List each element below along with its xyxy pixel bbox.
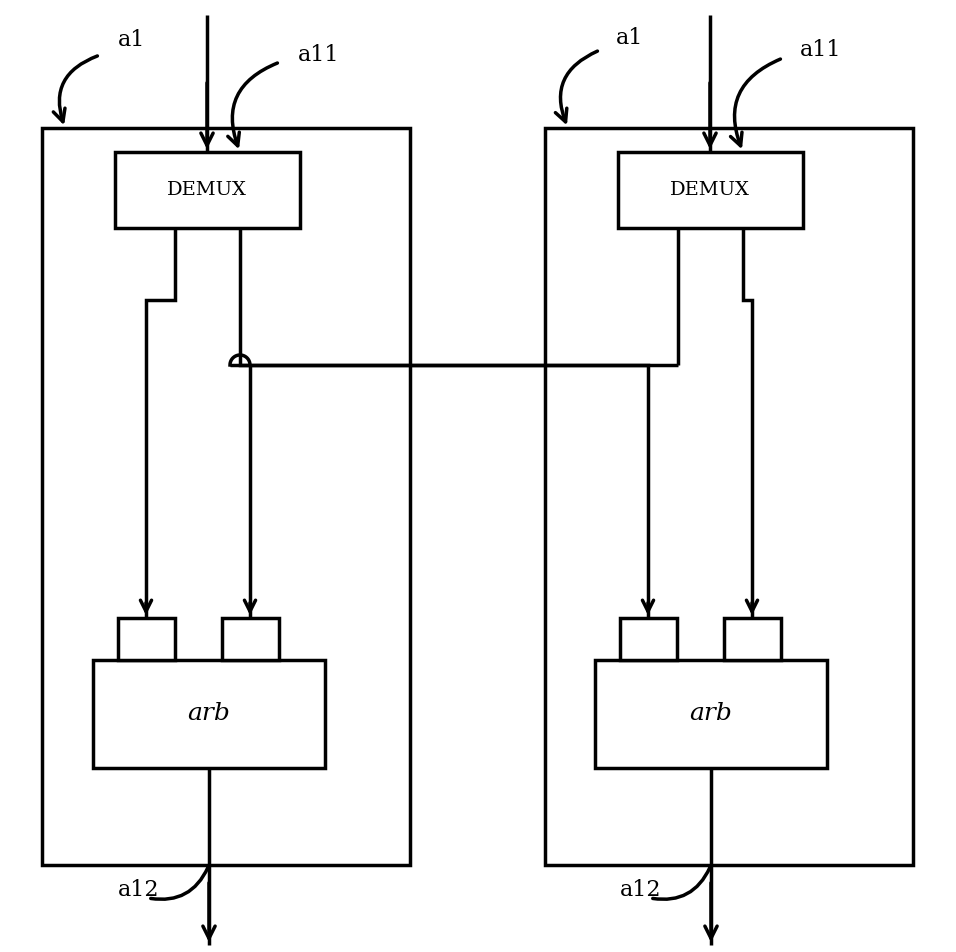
Bar bbox=[724, 618, 781, 660]
Text: a11: a11 bbox=[800, 39, 841, 61]
Text: DEMUX: DEMUX bbox=[670, 181, 750, 199]
Text: arb: arb bbox=[187, 703, 230, 725]
Text: arb: arb bbox=[689, 703, 732, 725]
Bar bbox=[118, 618, 175, 660]
Bar bbox=[545, 128, 913, 865]
Text: a1: a1 bbox=[118, 29, 145, 51]
Bar bbox=[42, 128, 410, 865]
Bar bbox=[93, 660, 325, 768]
Bar bbox=[618, 152, 803, 228]
Text: a1: a1 bbox=[616, 27, 643, 49]
Bar bbox=[115, 152, 300, 228]
Bar bbox=[222, 618, 279, 660]
Text: a11: a11 bbox=[298, 44, 339, 66]
Bar bbox=[620, 618, 677, 660]
Text: a12: a12 bbox=[620, 879, 662, 901]
Bar bbox=[595, 660, 827, 768]
Text: DEMUX: DEMUX bbox=[167, 181, 247, 199]
Text: a12: a12 bbox=[118, 879, 160, 901]
